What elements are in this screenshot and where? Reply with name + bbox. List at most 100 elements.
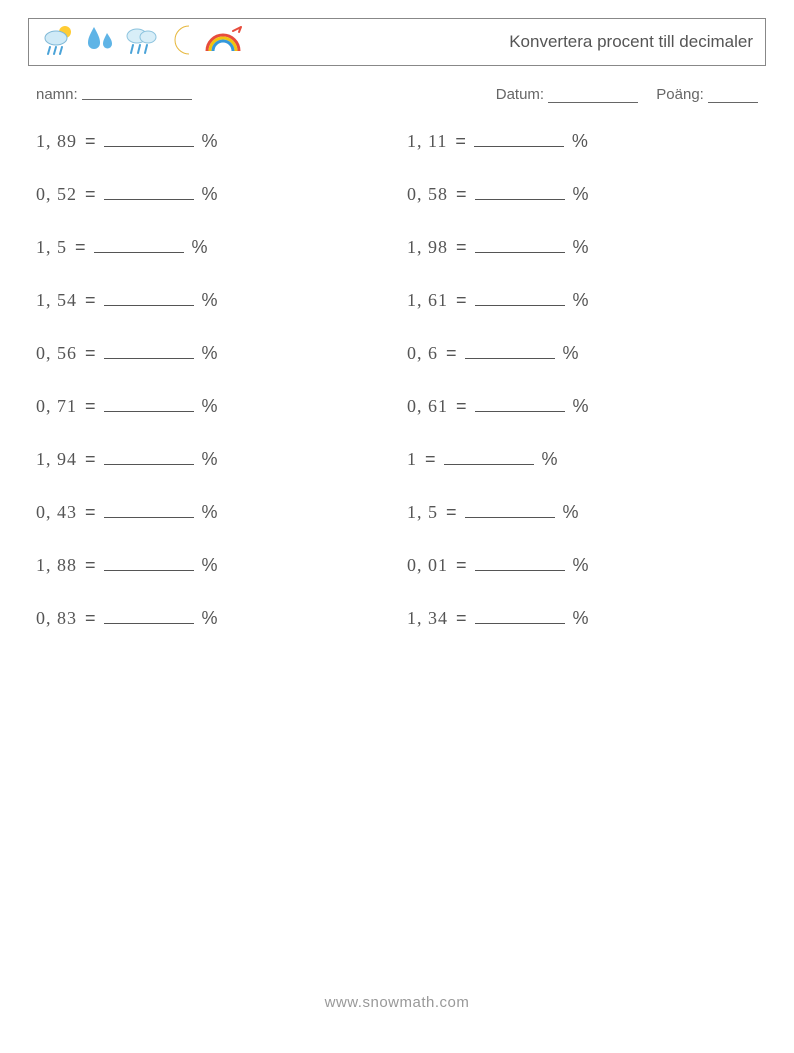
percent-sign: % <box>192 237 208 258</box>
percent-sign: % <box>573 237 589 258</box>
percent-sign: % <box>202 184 218 205</box>
equals-sign: = <box>455 131 466 152</box>
answer-blank[interactable] <box>475 239 565 253</box>
problem-number: 0, 43 <box>36 502 77 523</box>
problem-number: 0, 6 <box>407 343 438 364</box>
percent-sign: % <box>202 449 218 470</box>
problem-cell: 1, 88 =% <box>36 555 387 576</box>
score-label: Poäng: <box>656 86 704 103</box>
percent-sign: % <box>202 343 218 364</box>
problem-number: 1, 94 <box>36 449 77 470</box>
problem-number: 0, 58 <box>407 184 448 205</box>
answer-blank[interactable] <box>465 504 555 518</box>
problem-number: 1, 5 <box>36 237 67 258</box>
problem-number: 1, 89 <box>36 131 77 152</box>
problem-cell: 0, 56 =% <box>36 343 387 364</box>
equals-sign: = <box>85 502 96 523</box>
answer-blank[interactable] <box>475 398 565 412</box>
date-blank[interactable] <box>548 89 638 103</box>
answer-blank[interactable] <box>475 186 565 200</box>
equals-sign: = <box>456 608 467 629</box>
footer-url: www.snowmath.com <box>0 994 794 1011</box>
problem-number: 1, 61 <box>407 290 448 311</box>
problem-cell: 1, 98 =% <box>407 237 758 258</box>
percent-sign: % <box>202 396 218 417</box>
answer-blank[interactable] <box>104 292 194 306</box>
name-label: namn: <box>36 86 78 103</box>
equals-sign: = <box>85 131 96 152</box>
problems-grid: 1, 89=%1, 11=%0, 52=%0, 58=%1, 5=%1, 98=… <box>28 131 766 629</box>
percent-sign: % <box>202 555 218 576</box>
answer-blank[interactable] <box>465 345 555 359</box>
percent-sign: % <box>573 184 589 205</box>
equals-sign: = <box>456 184 467 205</box>
percent-sign: % <box>563 502 579 523</box>
problem-number: 0, 56 <box>36 343 77 364</box>
problem-number: 1, 11 <box>407 131 447 152</box>
rain-cloud-icon <box>123 23 161 62</box>
answer-blank[interactable] <box>104 557 194 571</box>
answer-blank[interactable] <box>444 451 534 465</box>
problem-number: 0, 61 <box>407 396 448 417</box>
equals-sign: = <box>456 396 467 417</box>
problem-cell: 0, 01=% <box>407 555 758 576</box>
answer-blank[interactable] <box>474 133 564 147</box>
percent-sign: % <box>573 290 589 311</box>
answer-blank[interactable] <box>104 504 194 518</box>
equals-sign: = <box>425 449 436 470</box>
equals-sign: = <box>85 555 96 576</box>
score-blank[interactable] <box>708 89 758 103</box>
problem-number: 1, 88 <box>36 555 77 576</box>
answer-blank[interactable] <box>104 610 194 624</box>
problem-number: 1, 34 <box>407 608 448 629</box>
percent-sign: % <box>202 290 218 311</box>
problem-cell: 0, 83=% <box>36 608 387 629</box>
raindrops-icon <box>83 23 117 62</box>
problem-cell: 1, 94=% <box>36 449 387 470</box>
answer-blank[interactable] <box>475 292 565 306</box>
percent-sign: % <box>573 555 589 576</box>
answer-blank[interactable] <box>104 133 194 147</box>
equals-sign: = <box>456 290 467 311</box>
header-icons <box>41 23 243 62</box>
answer-blank[interactable] <box>94 239 184 253</box>
meta-row: namn: Datum: Poäng: <box>36 86 758 103</box>
problem-cell: 1, 11 =% <box>407 131 758 152</box>
moon-icon <box>167 23 197 62</box>
equals-sign: = <box>85 343 96 364</box>
problem-number: 0, 71 <box>36 396 77 417</box>
percent-sign: % <box>563 343 579 364</box>
problem-number: 1, 54 <box>36 290 77 311</box>
problem-cell: 1, 89=% <box>36 131 387 152</box>
problem-number: 1, 5 <box>407 502 438 523</box>
problem-number: 0, 83 <box>36 608 77 629</box>
answer-blank[interactable] <box>475 557 565 571</box>
answer-blank[interactable] <box>104 345 194 359</box>
problem-number: 1, 98 <box>407 237 448 258</box>
problem-cell: 1, 5=% <box>407 502 758 523</box>
worksheet-title: Konvertera procent till decimaler <box>509 32 753 52</box>
problem-cell: 0, 52 =% <box>36 184 387 205</box>
equals-sign: = <box>456 555 467 576</box>
problem-number: 0, 52 <box>36 184 77 205</box>
answer-blank[interactable] <box>104 398 194 412</box>
answer-blank[interactable] <box>104 451 194 465</box>
problem-cell: 1, 34 =% <box>407 608 758 629</box>
problem-cell: 1=% <box>407 449 758 470</box>
problem-cell: 1, 54=% <box>36 290 387 311</box>
header-box: Konvertera procent till decimaler <box>28 18 766 66</box>
answer-blank[interactable] <box>104 186 194 200</box>
equals-sign: = <box>456 237 467 258</box>
sun-cloud-rain-icon <box>41 23 77 62</box>
equals-sign: = <box>75 237 86 258</box>
percent-sign: % <box>573 608 589 629</box>
equals-sign: = <box>85 184 96 205</box>
problem-cell: 1, 5 =% <box>36 237 387 258</box>
answer-blank[interactable] <box>475 610 565 624</box>
problem-cell: 0, 58 =% <box>407 184 758 205</box>
name-blank[interactable] <box>82 86 192 100</box>
problem-cell: 0, 43=% <box>36 502 387 523</box>
percent-sign: % <box>572 131 588 152</box>
problem-cell: 0, 71=% <box>36 396 387 417</box>
rainbow-arc-icon <box>203 23 243 62</box>
